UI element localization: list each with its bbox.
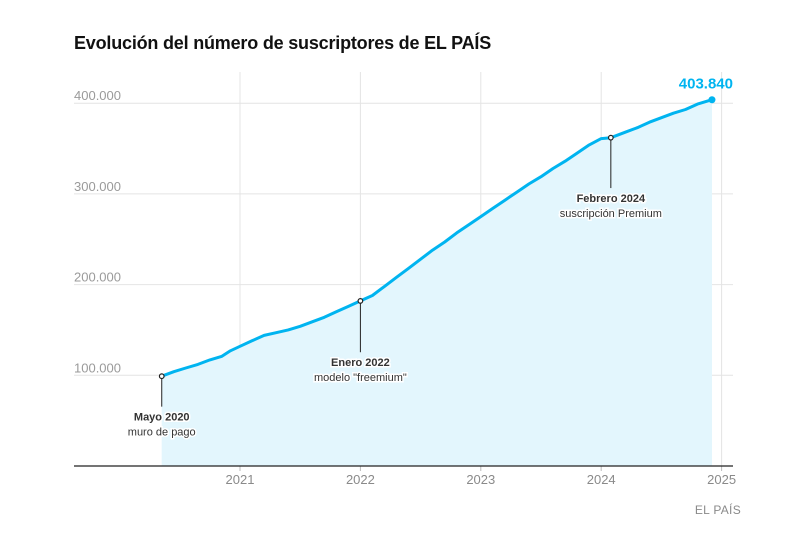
chart-title: Evolución del número de suscriptores de … [74,33,492,53]
annotation-title: Enero 2022 [331,357,390,369]
subscribers-line [160,98,714,378]
annotation-subtitle: modelo "freemium" [314,372,407,384]
x-tick-label: 2022 [346,472,375,487]
x-tick-label: 2023 [466,472,495,487]
end-value-label: 403.840 [679,76,733,93]
annotation-subtitle: suscripción Premium [560,208,662,220]
x-axis-labels: 2021 2022 2023 2024 2025 [226,472,737,487]
annotation-marker [158,373,165,380]
y-tick-label: 400.000 [74,88,121,103]
line-layer [160,98,714,378]
y-tick-label: 300.000 [74,179,121,194]
subscribers-area [161,99,712,466]
y-axis-labels: 100.000 200.000 300.000 400.000 [74,88,121,375]
x-tick-label: 2025 [707,472,736,487]
area-layer [161,99,712,466]
end-label-layer: 403.840 [679,76,733,104]
y-tick-label: 100.000 [74,360,121,375]
annotation-marker [607,134,614,141]
x-tick-label: 2021 [226,472,255,487]
annotation-title: Febrero 2024 [577,193,646,205]
x-tick-label: 2024 [587,472,616,487]
annotations-layer: Mayo 2020 muro de pago Enero 2022 modelo "f… [126,134,663,440]
annotation-title: Mayo 2020 [134,412,190,424]
annotation-marker [357,298,364,304]
y-tick-label: 200.000 [74,270,121,285]
annotation-subtitle: muro de pago [128,427,196,439]
source-credit: EL PAÍS [694,503,741,517]
end-point-marker [708,96,716,104]
